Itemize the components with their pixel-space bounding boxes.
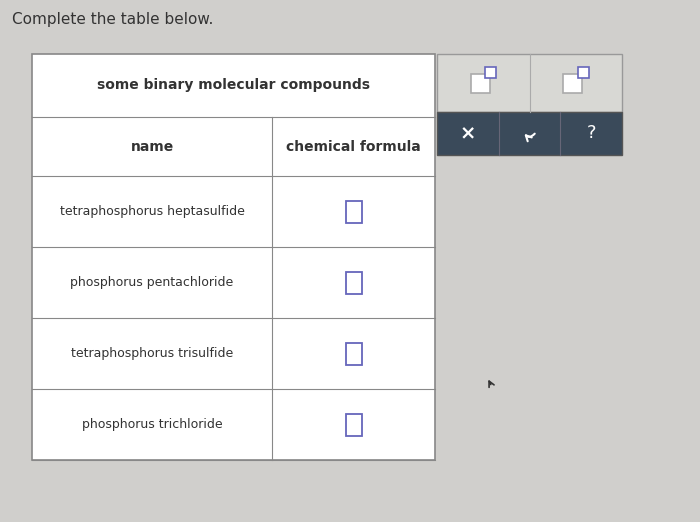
Bar: [346, 342, 361, 365]
Bar: [485, 67, 496, 78]
Text: ?: ?: [587, 125, 596, 143]
Bar: [346, 272, 361, 294]
Bar: [578, 67, 589, 78]
Text: phosphorus trichloride: phosphorus trichloride: [82, 418, 223, 431]
Bar: [564, 74, 582, 92]
Text: tetraphosphorus trisulfide: tetraphosphorus trisulfide: [71, 347, 233, 360]
Bar: [346, 413, 361, 435]
Text: ×: ×: [460, 124, 476, 143]
Bar: [437, 54, 622, 112]
Text: tetraphosphorus heptasulfide: tetraphosphorus heptasulfide: [60, 205, 244, 218]
Bar: [32, 54, 435, 460]
Text: some binary molecular compounds: some binary molecular compounds: [97, 78, 370, 92]
Bar: [437, 112, 622, 155]
Bar: [470, 74, 490, 92]
Text: chemical formula: chemical formula: [286, 140, 421, 153]
Text: name: name: [130, 140, 174, 153]
Bar: [346, 201, 361, 223]
Text: Complete the table below.: Complete the table below.: [12, 12, 214, 27]
Text: phosphorus pentachloride: phosphorus pentachloride: [71, 276, 234, 289]
